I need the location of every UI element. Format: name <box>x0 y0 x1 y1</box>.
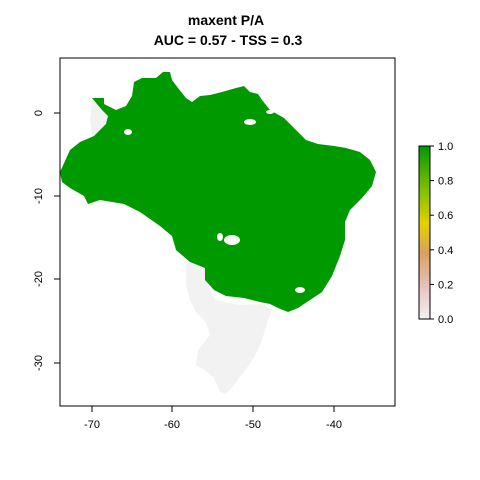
legend-label: 0.4 <box>438 245 453 257</box>
x-tick-label: -70 <box>84 419 100 431</box>
absence-patch <box>224 235 240 245</box>
absence-patch <box>217 233 223 241</box>
x-tick-label: -50 <box>245 419 261 431</box>
y-axis <box>54 112 60 364</box>
legend-label: 0.2 <box>438 279 453 291</box>
x-axis <box>91 406 335 412</box>
legend-label: 1.0 <box>438 141 453 153</box>
absence-patch <box>295 287 305 293</box>
plot-title-line1: maxent P/A <box>188 12 264 28</box>
x-tick-label: -60 <box>164 419 180 431</box>
y-tick-label: -20 <box>33 271 45 287</box>
plot-frame <box>59 57 396 407</box>
x-tick-label: -40 <box>326 419 342 431</box>
legend-color-bar <box>418 145 431 320</box>
map-area <box>60 72 376 394</box>
legend-label: 0.8 <box>438 176 453 188</box>
legend-ticks <box>430 145 434 320</box>
y-tick-label: -10 <box>33 188 45 204</box>
presence-region <box>60 72 376 312</box>
y-tick-label: -30 <box>33 355 45 371</box>
plot-title-line2: AUC = 0.57 - TSS = 0.3 <box>154 32 303 48</box>
absence-region-south <box>186 262 272 394</box>
legend-label: 0.0 <box>438 314 453 326</box>
legend-label: 0.6 <box>438 210 453 222</box>
absence-patch <box>266 110 274 114</box>
y-tick-label: 0 <box>33 110 45 116</box>
absence-patch <box>244 119 256 125</box>
absence-patch <box>124 129 132 135</box>
